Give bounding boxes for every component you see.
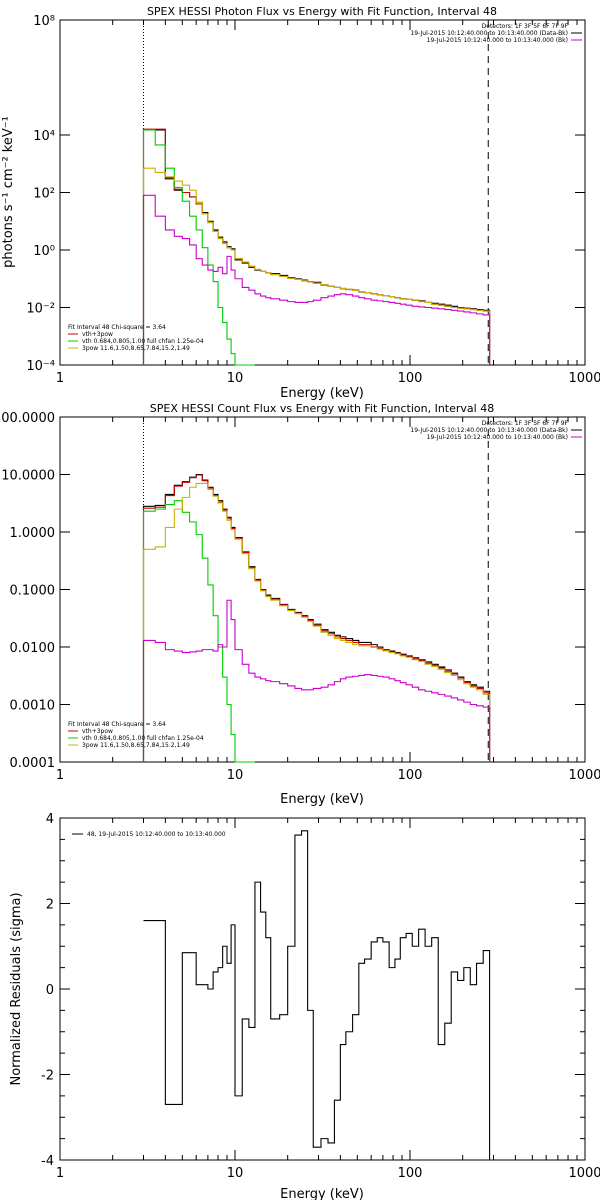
series-line-2 — [142, 500, 255, 763]
y-tick-label: 0.0010 — [10, 699, 56, 714]
series-line-0 — [143, 830, 491, 1160]
legend-label: vth 0.684,0.805,1.00 full chfan 1.25e-04 — [82, 338, 204, 345]
y-tick-label: 0.1000 — [10, 584, 56, 599]
series-line-1 — [142, 128, 491, 365]
series-line-0 — [142, 473, 491, 762]
y-tick-label: 10⁸ — [33, 14, 55, 29]
series-line-0 — [142, 129, 491, 365]
x-tick-label: 1000 — [568, 371, 600, 386]
legend-label: Fit Interval 48 Chi-square = 3.64 — [68, 721, 166, 728]
x-tick-label: 10 — [227, 1166, 244, 1181]
x-tick-label: 1 — [56, 371, 64, 386]
y-tick-label: 100.0000 — [0, 411, 55, 426]
x-tick-label: 1000 — [568, 768, 600, 783]
legend-label: Detectors: 1F 3F 5F 6F 7F 9F — [482, 23, 569, 30]
panel-1-marks: 1 10 100 1000 0.0001 0.0010 0.0100 0.1000 1.0000… — [0, 411, 600, 783]
panel-2-marks: 1 10 100 1000 -4 -2 0 2 4 48, 19-Jul-2015 10:12:4… — [41, 812, 600, 1181]
plot-frame — [59, 19, 586, 366]
legend-label: 19-Jul-2015 10:12:40.000 to 10:13:40.000… — [410, 30, 568, 37]
series-line-3 — [142, 167, 491, 365]
series-line-4 — [142, 599, 491, 762]
y-tick-label: 0 — [46, 983, 54, 998]
legend-label: vth+3pow — [82, 331, 113, 338]
x-tick-label: 100 — [398, 768, 423, 783]
y-tick-label: -2 — [41, 1069, 54, 1084]
y-tick-label: 2 — [46, 898, 54, 913]
legend-label: Detectors: 1F 3F 5F 6F 7F 9F — [482, 420, 569, 427]
y-axis-label: Normalized Residuals (sigma) — [9, 892, 24, 1085]
y-tick-label: 10⁻² — [26, 302, 55, 317]
y-tick-label: 0.0100 — [10, 641, 56, 656]
y-tick-label: 10.0000 — [1, 469, 55, 484]
panel-photon-flux: SPEX HESSI Photon Flux vs Energy with Fi… — [1, 5, 586, 401]
x-axis-label: Energy (keV) — [280, 386, 364, 401]
legend-label: vth+3pow — [82, 728, 113, 735]
x-tick-label: 10 — [227, 768, 244, 783]
x-axis-label: Energy (keV) — [280, 1187, 364, 1200]
legend-label: 3pow 11.6,1.50,8.65,7.84,15.2,1.49 — [82, 345, 190, 352]
legend-label: 19-Jul-2015 10:12:40.000 to 10:13:40.000… — [427, 37, 568, 44]
chart-title: SPEX HESSI Count Flux vs Energy with Fit… — [150, 402, 494, 415]
x-tick-label: 100 — [398, 371, 423, 386]
x-tick-label: 1 — [56, 1166, 64, 1181]
panel-residuals: Energy (keV) Normalized Residuals (sigma… — [9, 817, 586, 1200]
y-tick-label: 0.0001 — [10, 756, 56, 771]
y-tick-label: 10⁰ — [33, 244, 55, 259]
panel-0-marks: 1 10 100 1000 10⁻⁴ 10⁻² 10⁰ 10² 10⁴ 10⁸ Detectors:… — [26, 14, 600, 386]
chart-title: SPEX HESSI Photon Flux vs Energy with Fi… — [147, 5, 497, 18]
y-tick-label: 10² — [33, 187, 55, 202]
y-tick-label: 1.0000 — [10, 526, 56, 541]
legend-label: 19-Jul-2015 10:12:40.000 to 10:13:40.000… — [410, 427, 568, 434]
y-tick-label: 10⁴ — [33, 129, 55, 144]
legend-label: 3pow 11.6,1.50,8.65,7.84,15.2,1.49 — [82, 742, 190, 749]
x-tick-label: 1 — [56, 768, 64, 783]
series-line-1 — [142, 474, 491, 762]
x-tick-label: 100 — [398, 1166, 423, 1181]
legend-label: Fit Interval 48 Chi-square = 3.64 — [68, 324, 166, 331]
y-tick-label: -4 — [41, 1154, 54, 1169]
y-axis-label: photons s⁻¹ cm⁻² keV⁻¹ — [1, 116, 16, 268]
x-tick-label: 1000 — [568, 1166, 600, 1181]
x-axis-label: Energy (keV) — [280, 792, 364, 807]
series-line-4 — [142, 194, 491, 365]
series-line-3 — [142, 482, 491, 762]
y-tick-label: 4 — [46, 812, 54, 827]
plot-frame — [59, 416, 586, 763]
series-line-2 — [142, 129, 255, 366]
legend-label: 48, 19-Jul-2015 10:12:40.000 to 10:13:40… — [87, 831, 226, 838]
plot-frame — [59, 817, 586, 1161]
legend-label: 19-Jul-2015 10:12:40.000 to 10:13:40.000… — [427, 434, 568, 441]
x-tick-label: 10 — [227, 371, 244, 386]
legend-label: vth 0.684,0.805,1.00 full chfan 1.25e-04 — [82, 735, 204, 742]
y-tick-label: 10⁻⁴ — [26, 359, 55, 374]
